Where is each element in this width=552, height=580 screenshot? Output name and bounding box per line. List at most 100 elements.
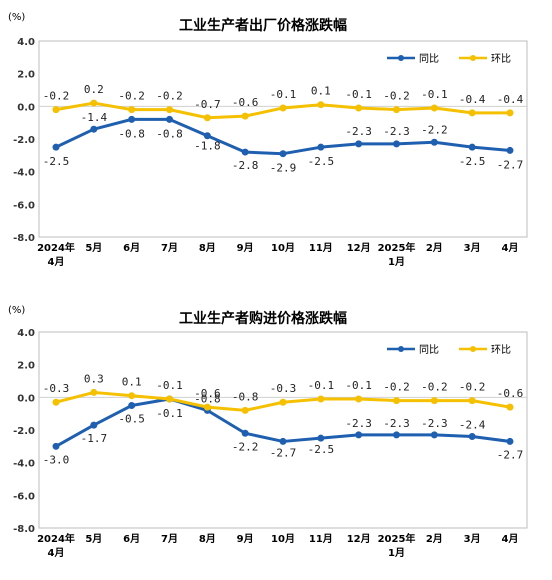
data-label: -2.2 (232, 440, 259, 453)
y-unit-label: (%) (8, 12, 25, 23)
y-tick-label: 4.0 (17, 328, 35, 339)
data-point (317, 395, 325, 403)
data-point (393, 397, 400, 405)
x-tick-label: 12月 (347, 533, 371, 545)
data-label: 0.1 (311, 85, 331, 98)
data-label: -0.8 (118, 127, 145, 140)
data-label: -3.0 (43, 453, 70, 466)
data-point (128, 115, 136, 123)
data-label: -2.3 (383, 125, 410, 138)
y-tick-label: 0.0 (17, 393, 35, 404)
x-tick-label: 6月 (123, 242, 140, 254)
data-point (355, 104, 363, 112)
data-point (506, 437, 514, 445)
data-label: -0.1 (421, 88, 448, 101)
y-tick-label: -8.0 (13, 524, 35, 535)
legend-label: 同比 (419, 53, 439, 65)
legend-label: 环比 (491, 53, 511, 65)
data-point (166, 106, 173, 114)
data-label: -0.1 (308, 379, 335, 392)
data-point (468, 397, 476, 405)
data-point (203, 114, 211, 122)
data-point (279, 398, 287, 406)
data-point (506, 146, 514, 154)
data-point (430, 104, 438, 112)
data-label: -0.2 (118, 90, 145, 103)
data-label: -0.8 (156, 127, 183, 140)
x-tick-label: 7月 (161, 533, 178, 545)
x-tick-label: 4月 (502, 242, 519, 254)
data-label: 0.2 (84, 83, 104, 96)
data-point (468, 433, 476, 441)
x-tick-label: 10月 (271, 242, 295, 254)
data-point (506, 109, 514, 117)
x-tick-label: 9月 (237, 242, 254, 254)
data-point (203, 403, 211, 411)
data-point (52, 106, 60, 114)
data-point (90, 388, 98, 396)
data-point (317, 101, 325, 109)
legend-marker (470, 346, 476, 352)
legend-marker (470, 55, 476, 61)
data-label: -0.1 (156, 379, 183, 392)
x-tick-label: 6月 (123, 533, 140, 545)
data-label: -0.4 (459, 93, 486, 106)
data-label: 0.1 (122, 376, 142, 389)
data-label: -0.2 (383, 381, 410, 394)
y-tick-label: -8.0 (13, 233, 35, 244)
data-label: -2.7 (497, 448, 524, 461)
data-point (241, 406, 249, 414)
data-point (52, 398, 60, 406)
x-tick-label: 10月 (271, 533, 295, 545)
chart-2: 工业生产者购进价格涨跌幅 (%) 4.0 2.0 0.0 -2.0 -4.0 -6.0 -8.0… (8, 305, 528, 559)
x-tick-label: 9月 (237, 533, 254, 545)
legend-marker (398, 346, 404, 352)
x-tick-label: 5月 (85, 242, 102, 254)
chart-title: 工业生产者购进价格涨跌幅 (179, 310, 347, 327)
data-label: -0.1 (345, 379, 372, 392)
x-tick-label: 12月 (347, 242, 371, 254)
data-label: -1.4 (81, 111, 108, 124)
data-point (468, 109, 476, 117)
x-tick-label: 2025年 1月 (378, 241, 416, 268)
data-point (355, 431, 363, 439)
y-tick-label: 2.0 (17, 361, 35, 372)
y-tick-label: -6.0 (13, 200, 35, 211)
data-point (393, 106, 400, 114)
data-label: -2.3 (421, 417, 448, 430)
data-label: -0.2 (383, 90, 410, 103)
data-label: -0.5 (118, 413, 145, 426)
y-tick-label: -2.0 (13, 135, 35, 146)
y-tick-label: 4.0 (17, 37, 35, 48)
x-tick-label: 2024年 4月 (37, 532, 75, 559)
data-label: -0.3 (43, 382, 70, 395)
data-point (279, 104, 287, 112)
chart-title: 工业生产者出厂价格涨跌幅 (179, 17, 347, 34)
data-label: -2.2 (421, 123, 448, 136)
data-point (203, 132, 211, 140)
y-tick-label: -2.0 (13, 426, 35, 437)
data-point (52, 442, 60, 450)
data-point (241, 429, 249, 437)
x-tick-label: 8月 (199, 242, 216, 254)
data-label: -2.5 (43, 155, 70, 168)
data-point (241, 148, 249, 156)
data-label: -2.3 (383, 417, 410, 430)
y-tick-label: -4.0 (13, 459, 35, 470)
data-label: -2.5 (308, 443, 335, 456)
data-label: -0.2 (156, 90, 183, 103)
data-point (128, 392, 136, 400)
data-point (166, 395, 173, 403)
data-point (355, 140, 363, 148)
data-label: -0.6 (497, 387, 524, 400)
data-label: -0.1 (156, 407, 183, 420)
data-point (317, 434, 325, 442)
plot-area (38, 331, 528, 529)
data-label: -0.2 (43, 90, 70, 103)
data-label: -0.8 (194, 392, 221, 405)
data-point (355, 395, 363, 403)
data-point (90, 125, 98, 133)
data-label: -2.3 (345, 417, 372, 430)
data-point (279, 437, 287, 445)
data-label: -0.8 (232, 390, 259, 403)
